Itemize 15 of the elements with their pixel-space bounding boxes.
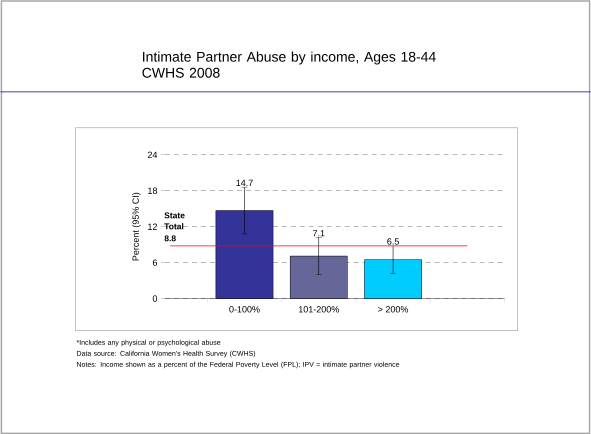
chart-title: Intimate Partner Abuse by income, Ages 18-44 CWHS 2008	[142, 51, 436, 78]
y-tick-label: 24	[148, 151, 158, 158]
data-label: 7.1	[312, 230, 325, 236]
ref-line-label: State Total	[164, 212, 185, 230]
data-label: 6.5	[387, 238, 399, 244]
y-tick-label: 6	[152, 259, 158, 266]
y-tick-label: 12	[148, 223, 157, 230]
x-tick-label: 101-200%	[298, 306, 339, 312]
y-tick-label: 18	[148, 187, 158, 194]
annotation: 8.8	[164, 235, 176, 242]
data-label: 14.7	[236, 180, 253, 186]
y-axis-title: Percent (95% CI)	[132, 192, 141, 260]
y-tick-label: 0	[152, 295, 158, 302]
x-tick-label: > 200%	[378, 306, 408, 312]
x-tick-label: 0-100%	[229, 306, 260, 312]
